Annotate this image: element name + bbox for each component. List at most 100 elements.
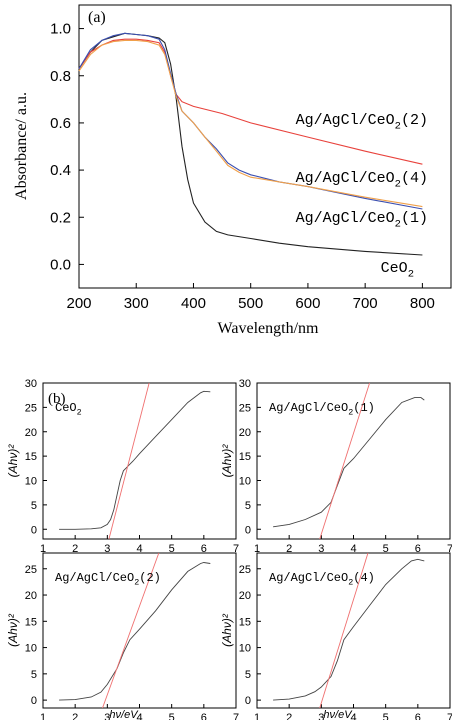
subplot-xlabel: hν/eV [323,709,353,720]
subplot-series-label: Ag/AgCl/CeO2(2) [55,571,161,588]
y-tick-label: 0.4 [50,162,71,179]
panel-b-label: (b) [48,391,66,407]
x-tick-label: 2 [286,543,292,555]
x-tick-label: 200 [66,295,91,312]
y-tick-label: 10 [25,476,37,488]
x-tick-label: 3 [104,543,110,555]
x-tick-label: 4 [136,543,142,555]
y-tick-label: 15 [239,616,251,628]
y-tick-label: 25 [239,564,251,576]
subplot-ylabel: (Ahν)² [6,613,20,647]
y-tick-label: 0.8 [50,68,71,85]
y-tick-label: 20 [239,590,251,602]
x-tick-label: 7 [447,712,452,720]
panel-a: (a) 200 300 400 500 600 700 800 0.0 0.2 0.4 0.6 0.8… [13,4,452,337]
subplot-ylabel: (Ahν)² [220,444,234,478]
x-tick-label: 400 [181,295,206,312]
x-tick-label: 5 [169,543,175,555]
x-tick-label: 600 [295,295,320,312]
y-tick-label: 0.0 [50,256,71,273]
x-tick-label: 2 [72,712,78,720]
y-tick-label: 0 [245,524,251,536]
panel-a-ticks: 200 300 400 500 600 700 800 0.0 0.2 0.4 0.6 0.8 1.0 [50,21,435,312]
tangent-fit-line [102,552,160,709]
subplot-series-label: Ag/AgCl/CeO2(4) [269,571,375,588]
x-tick-label: 300 [124,295,149,312]
y-tick-label: 0 [245,695,251,707]
series-label-2: Ag/AgCl/CeO2(4) [296,170,428,191]
absorption-curve [59,390,211,530]
subplot-ylabel: (Ahν)² [6,444,20,478]
series-label-1: Ag/AgCl/CeO2(2) [296,112,428,133]
y-tick-label: 5 [245,669,251,681]
y-tick-label: 25 [25,402,37,414]
y-tick-label: 20 [25,427,37,439]
x-tick-label: 1 [40,543,46,555]
x-tick-label: 3 [104,712,110,720]
panel-a-ylabel: Absorbance/ a.u. [13,92,30,200]
y-tick-label: 15 [25,616,37,628]
x-tick-label: 1 [254,712,260,720]
y-tick-label: 0 [31,524,37,536]
panel-a-series-lines [78,32,423,256]
x-tick-label: 500 [238,295,263,312]
subplot-series-label: CeO2 [55,401,82,418]
tangent-fit-line [108,382,150,540]
subplot-4: 1 2 3 4 5 6 70510152025Ag/AgCl/CeO2(4)(Ahν)²hν… [220,552,452,720]
y-tick-label: 10 [239,476,251,488]
y-tick-label: 5 [31,500,37,512]
absorption-curve [59,562,211,701]
y-tick-label: 10 [239,643,251,655]
x-tick-label: 7 [233,712,239,720]
y-tick-label: 1.0 [50,21,71,38]
x-tick-label: 5 [169,712,175,720]
y-tick-label: 20 [239,427,251,439]
x-tick-label: 5 [383,712,389,720]
subplot-ylabel: (Ahν)² [220,613,234,647]
x-tick-label: 6 [201,712,207,720]
y-tick-label: 5 [245,500,251,512]
x-tick-label: 6 [415,543,421,555]
x-tick-label: 800 [410,295,435,312]
y-tick-label: 20 [25,590,37,602]
x-tick-label: 1 [254,543,260,555]
y-tick-label: 30 [25,378,37,390]
y-tick-label: 15 [239,451,251,463]
series-label-0: CeO2 [381,260,414,281]
x-tick-label: 700 [353,295,378,312]
x-tick-label: 7 [233,543,239,555]
y-tick-label: 0 [31,695,37,707]
tangent-fit-line [319,552,369,709]
x-tick-label: 4 [350,543,356,555]
y-tick-label: 25 [25,564,37,576]
panel-a-frame [78,4,452,289]
subplot-1: 1 2 3 4 5 6 7 0 5 10 15 20 25 30 CeO2 (Ahν)² [6,378,239,555]
y-tick-label: 10 [25,643,37,655]
subplot-3: 1 2 3 4 5 6 7 0 5 10 15 20 25 Ag/AgCl/CeO2(2) (Ahν)² hν… [6,552,239,720]
y-tick-label: 15 [25,451,37,463]
x-tick-label: 4 [136,712,142,720]
series-line-3 [78,39,423,208]
subplot-series-label: Ag/AgCl/CeO2(1) [269,401,375,418]
subplot-xlabel: hν/eV [109,709,139,720]
x-tick-label: 4 [350,712,356,720]
y-tick-label: 30 [239,378,251,390]
x-tick-label: 2 [286,712,292,720]
x-tick-label: 3 [318,543,324,555]
y-tick-label: 0.6 [50,115,71,132]
series-line-1 [78,38,423,165]
y-tick-label: 0.2 [50,209,71,226]
x-tick-label: 6 [201,543,207,555]
x-tick-label: 2 [72,543,78,555]
absorption-curve [273,558,425,701]
x-tick-label: 3 [318,712,324,720]
y-tick-label: 25 [239,402,251,414]
panel-a-xlabel: Wavelength/nm [218,320,319,337]
panel-a-series-labels: CeO2 Ag/AgCl/CeO2(2) Ag/AgCl/CeO2(4) Ag/AgC… [296,112,428,281]
series-label-3: Ag/AgCl/CeO2(1) [296,210,428,231]
absorption-curve [273,397,425,528]
